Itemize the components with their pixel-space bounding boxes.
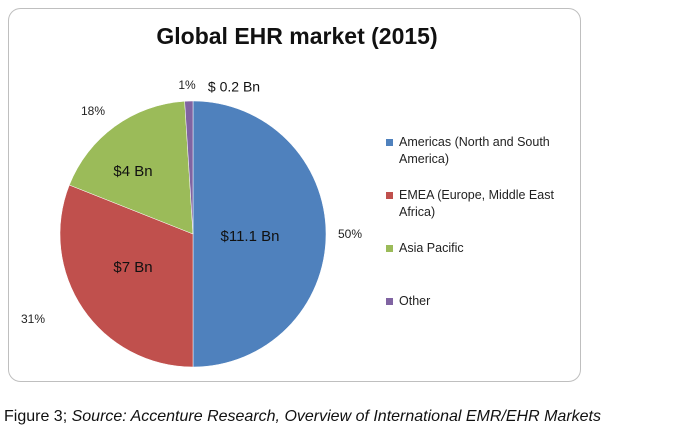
legend: Americas (North and South America) EMEA (…: [386, 134, 566, 346]
chart: Global EHR market (2015) 50% $11.1 Bn 31% $…: [8, 8, 581, 382]
legend-label: EMEA (Europe, Middle East Africa): [399, 188, 554, 219]
amount-label: $ 0.2 Bn: [208, 79, 260, 95]
legend-swatch: [386, 298, 393, 305]
percent-label: 31%: [21, 312, 45, 326]
amount-label: $7 Bn: [113, 259, 152, 276]
pie-slice: [69, 100, 194, 235]
legend-item: EMEA (Europe, Middle East Africa): [386, 187, 566, 240]
percent-label: 1%: [178, 78, 196, 92]
chart-title: Global EHR market (2015): [156, 23, 437, 49]
caption: Figure 3; Source: Accenture Research, Ov…: [4, 408, 601, 426]
legend-item: Asia Pacific: [386, 240, 566, 293]
legend-swatch: [386, 245, 393, 252]
pie-slice: [184, 100, 194, 235]
pie-slice: [59, 184, 194, 368]
caption-source: Source: Accenture Research, Overview of …: [71, 408, 601, 425]
legend-label: Other: [399, 294, 431, 308]
pie-slice: [192, 100, 327, 368]
legend-label: Asia Pacific: [399, 241, 464, 255]
legend-swatch: [386, 192, 393, 199]
amount-label: $4 Bn: [113, 163, 152, 180]
legend-item: Americas (North and South America): [386, 134, 566, 187]
legend-item: Other: [386, 293, 566, 346]
legend-swatch: [386, 139, 393, 146]
legend-label: Americas (North and South America): [399, 135, 550, 166]
percent-label: 18%: [81, 104, 105, 118]
caption-prefix: Figure 3;: [4, 408, 68, 425]
amount-label: $11.1 Bn: [221, 228, 280, 245]
percent-label: 50%: [338, 227, 362, 241]
